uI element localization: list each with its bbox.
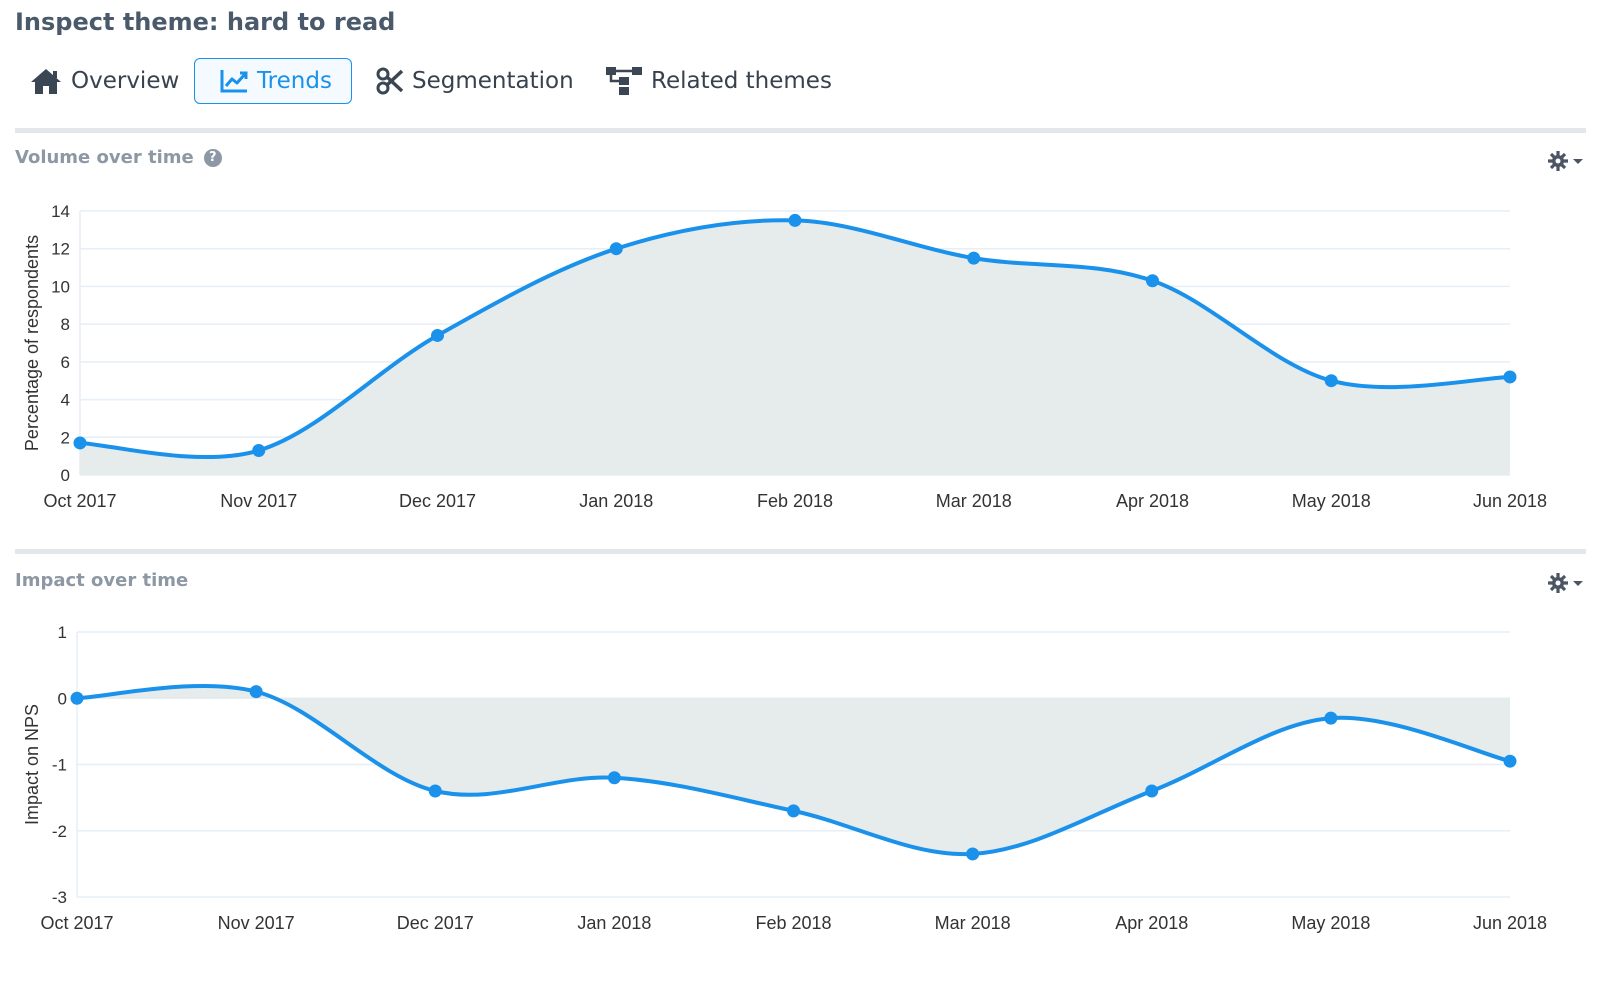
tab-overview-label: Overview — [71, 68, 180, 94]
data-point — [1146, 274, 1159, 288]
impact-section-title: Impact over time — [15, 570, 188, 591]
data-point — [966, 847, 980, 861]
scissors-icon — [376, 67, 404, 95]
tab-overview[interactable]: Overview — [29, 58, 189, 104]
y-tick-label: 8 — [61, 315, 70, 334]
data-point — [788, 213, 802, 227]
y-axis-label: Percentage of respondents — [22, 235, 42, 451]
sitemap-icon — [605, 66, 643, 96]
data-point — [431, 328, 444, 342]
data-point — [1503, 370, 1517, 384]
volume-chart: 0 2 4 6 8 10 12 14 Oct 2017 Nov 2017 Dec 2017 Jan 2… — [22, 202, 1547, 511]
tab-trends[interactable]: Trends — [194, 58, 352, 104]
data-point — [609, 242, 623, 256]
data-point — [1324, 711, 1338, 725]
y-tick-label: 1 — [58, 623, 67, 642]
tab-trends-label: Trends — [257, 68, 332, 94]
data-point — [1145, 784, 1159, 798]
x-tick-label: Dec 2017 — [397, 913, 474, 933]
x-tick-label: Mar 2018 — [935, 913, 1011, 933]
line-chart-icon — [219, 68, 249, 94]
data-point — [70, 691, 84, 705]
data-point — [787, 804, 800, 818]
section-divider — [15, 128, 1586, 133]
y-tick-label: 4 — [61, 391, 70, 410]
data-point — [252, 443, 266, 457]
x-tick-label: Nov 2017 — [220, 491, 297, 511]
impact-title-text: Impact over time — [15, 570, 189, 591]
gear-icon — [1548, 150, 1586, 177]
y-tick-label: 0 — [58, 689, 67, 708]
y-tick-label: -3 — [52, 888, 67, 907]
y-tick-label: 12 — [51, 240, 70, 259]
tab-related-themes[interactable]: Related themes — [605, 58, 835, 104]
volume-title-text: Volume over time — [15, 147, 194, 168]
impact-chart: -3 -2 -1 0 1 Oct 2017 Nov 2017 Dec 2017 Jan 2018… — [22, 623, 1547, 933]
y-tick-label: 0 — [61, 466, 70, 485]
x-tick-label: Feb 2018 — [755, 913, 831, 933]
data-point — [428, 784, 442, 798]
x-tick-label: Jan 2018 — [577, 913, 651, 933]
tab-segmentation[interactable]: Segmentation — [376, 58, 576, 104]
series-area — [77, 685, 1510, 855]
x-tick-label: Apr 2018 — [1116, 491, 1189, 511]
y-tick-label: 6 — [61, 353, 70, 372]
y-tick-label: 2 — [61, 428, 70, 447]
impact-settings-button[interactable] — [1548, 572, 1586, 599]
home-icon — [29, 67, 63, 95]
x-tick-label: May 2018 — [1292, 491, 1371, 511]
x-tick-label: Nov 2017 — [218, 913, 295, 933]
x-tick-label: Jan 2018 — [579, 491, 653, 511]
x-tick-label: Oct 2017 — [40, 913, 113, 933]
volume-section-title: Volume over time ? — [15, 147, 222, 168]
x-tick-label: Oct 2017 — [43, 491, 116, 511]
gear-icon — [1548, 572, 1586, 599]
page-title: Inspect theme: hard to read — [15, 8, 396, 36]
data-point — [249, 685, 263, 699]
x-tick-label: Jun 2018 — [1473, 913, 1547, 933]
volume-settings-button[interactable] — [1548, 150, 1586, 177]
x-tick-label: Apr 2018 — [1115, 913, 1188, 933]
data-point — [73, 436, 87, 450]
data-point — [607, 771, 621, 785]
tab-related-themes-label: Related themes — [651, 68, 832, 94]
question-circle-icon[interactable]: ? — [203, 148, 222, 167]
tab-segmentation-label: Segmentation — [412, 68, 574, 94]
y-axis-label: Impact on NPS — [22, 704, 42, 825]
x-tick-label: Feb 2018 — [757, 491, 833, 511]
y-tick-label: 10 — [51, 277, 70, 296]
x-tick-label: Dec 2017 — [399, 491, 476, 511]
y-tick-label: 14 — [51, 202, 70, 221]
x-tick-label: Mar 2018 — [936, 491, 1012, 511]
y-tick-label: -1 — [52, 756, 67, 775]
section-divider — [15, 549, 1586, 554]
x-tick-label: Jun 2018 — [1473, 491, 1547, 511]
data-point — [967, 251, 981, 265]
y-tick-label: -2 — [52, 822, 67, 841]
data-point — [1503, 754, 1517, 768]
data-point — [1324, 374, 1338, 388]
x-tick-label: May 2018 — [1291, 913, 1370, 933]
